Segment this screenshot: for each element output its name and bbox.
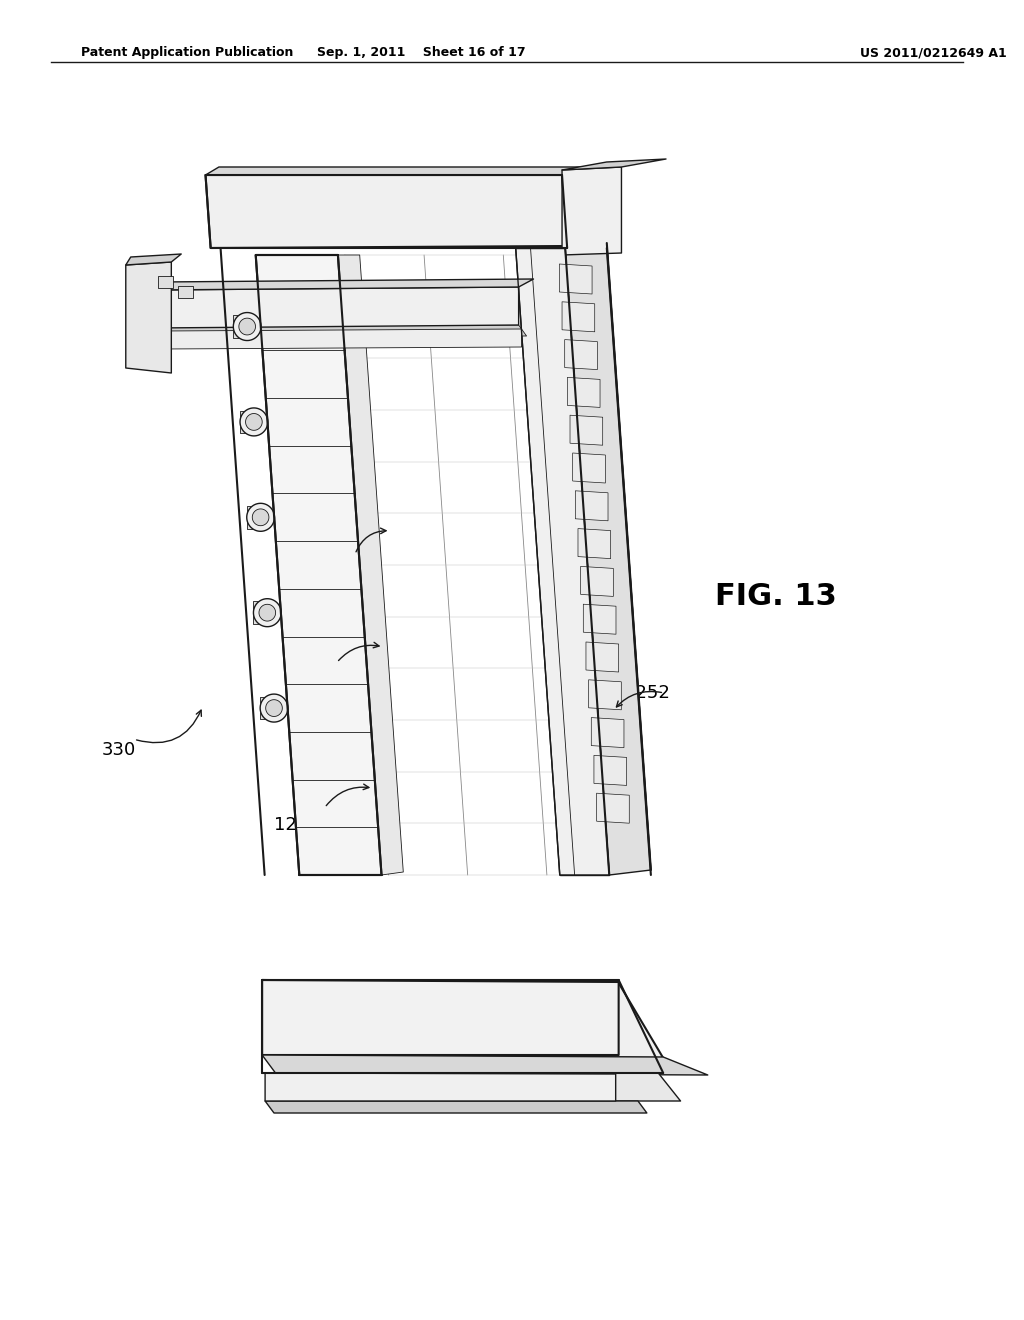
Polygon shape xyxy=(154,279,534,290)
Polygon shape xyxy=(262,979,618,1055)
Polygon shape xyxy=(206,176,567,248)
Polygon shape xyxy=(233,313,261,341)
Polygon shape xyxy=(240,408,267,436)
Polygon shape xyxy=(252,510,269,525)
Polygon shape xyxy=(562,158,666,170)
FancyArrowPatch shape xyxy=(356,528,386,552)
Polygon shape xyxy=(246,413,262,430)
Polygon shape xyxy=(159,276,173,288)
Polygon shape xyxy=(256,255,382,875)
Polygon shape xyxy=(262,979,664,1059)
Polygon shape xyxy=(564,339,597,370)
Polygon shape xyxy=(240,411,246,433)
Polygon shape xyxy=(581,566,613,597)
Text: FIG. 13: FIG. 13 xyxy=(715,582,837,611)
Polygon shape xyxy=(594,755,627,785)
Text: Patent Application Publication: Patent Application Publication xyxy=(81,46,294,59)
Polygon shape xyxy=(262,1055,708,1074)
Text: 330: 330 xyxy=(101,741,135,759)
Polygon shape xyxy=(589,680,622,710)
Polygon shape xyxy=(265,700,283,717)
Text: 1252: 1252 xyxy=(624,684,670,702)
Polygon shape xyxy=(591,718,624,747)
Text: US 2011/0212649 A1: US 2011/0212649 A1 xyxy=(859,46,1007,59)
Polygon shape xyxy=(154,154,693,1090)
Polygon shape xyxy=(126,261,171,374)
Text: 1010: 1010 xyxy=(304,556,349,574)
FancyArrowPatch shape xyxy=(339,643,379,660)
Polygon shape xyxy=(260,694,288,722)
Polygon shape xyxy=(572,453,605,483)
Text: 1210: 1210 xyxy=(273,816,319,834)
Polygon shape xyxy=(259,605,275,622)
Polygon shape xyxy=(265,1073,615,1101)
Polygon shape xyxy=(267,1073,681,1101)
Polygon shape xyxy=(247,506,253,528)
Polygon shape xyxy=(253,602,259,624)
Polygon shape xyxy=(597,793,630,824)
FancyArrowPatch shape xyxy=(327,784,369,805)
Polygon shape xyxy=(338,255,403,875)
Polygon shape xyxy=(516,248,609,875)
Polygon shape xyxy=(567,378,600,408)
Polygon shape xyxy=(260,697,266,719)
Polygon shape xyxy=(575,491,608,521)
Polygon shape xyxy=(247,503,274,532)
FancyArrowPatch shape xyxy=(616,692,662,708)
Polygon shape xyxy=(565,243,651,875)
Polygon shape xyxy=(206,168,606,176)
Text: Sep. 1, 2011    Sheet 16 of 17: Sep. 1, 2011 Sheet 16 of 17 xyxy=(316,46,525,59)
Polygon shape xyxy=(265,1101,647,1113)
Polygon shape xyxy=(178,286,194,298)
FancyArrowPatch shape xyxy=(136,710,202,743)
Polygon shape xyxy=(570,416,603,445)
Polygon shape xyxy=(164,329,521,348)
Polygon shape xyxy=(562,168,622,255)
Polygon shape xyxy=(562,302,595,331)
Polygon shape xyxy=(126,253,181,265)
Text: 1020: 1020 xyxy=(286,667,332,685)
Polygon shape xyxy=(584,605,616,634)
Polygon shape xyxy=(254,599,282,627)
Polygon shape xyxy=(239,318,256,335)
Polygon shape xyxy=(559,264,592,294)
Polygon shape xyxy=(578,528,610,558)
Polygon shape xyxy=(154,325,526,337)
Polygon shape xyxy=(586,642,618,672)
Polygon shape xyxy=(233,315,240,338)
Polygon shape xyxy=(154,286,518,327)
